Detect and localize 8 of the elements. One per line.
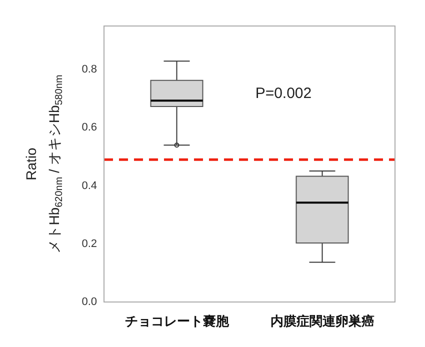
x-tick-label: チョコレート嚢胞	[124, 313, 230, 328]
x-tick-label: 内膜症関連卵巣癌	[270, 313, 374, 328]
y-tick-label: 0.8	[82, 64, 97, 76]
y-tick-label: 0.4	[82, 180, 97, 192]
y-tick-label: 0.2	[82, 238, 97, 250]
y-tick-label: 0.6	[82, 122, 97, 134]
y-tick-label: 0.0	[82, 296, 97, 308]
annotation: P=0.002	[255, 84, 312, 102]
